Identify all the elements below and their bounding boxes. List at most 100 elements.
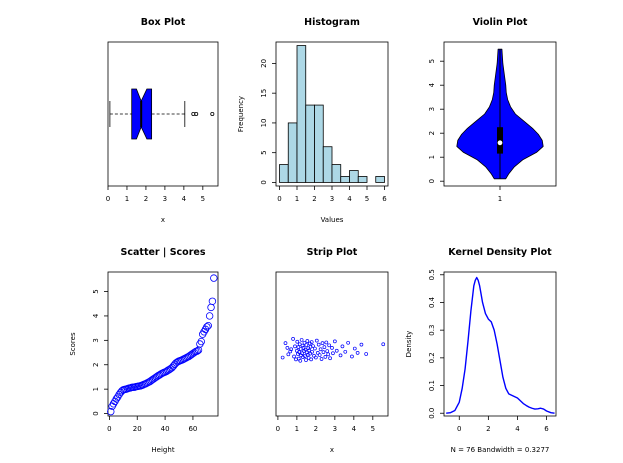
x-tick-label: 5 (201, 195, 205, 203)
density-curve (446, 276, 555, 414)
strip-point (334, 348, 339, 353)
strip-point (314, 355, 318, 360)
strip-point (381, 342, 386, 347)
strip-point (355, 351, 360, 355)
chart-title: Violin Plot (473, 17, 528, 28)
histogram-bar (349, 170, 359, 183)
y-tick-label: 0.5 (428, 269, 436, 280)
y-tick-label: 1 (428, 155, 436, 159)
y-tick-label: 3 (92, 338, 100, 342)
strip-point (312, 353, 316, 358)
y-tick-label: 1 (92, 387, 100, 391)
histogram-bar (340, 176, 350, 183)
strip-point (280, 355, 285, 360)
violin-median-point (497, 140, 503, 146)
strip-point (305, 339, 310, 343)
x-tick-label: 0 (457, 425, 461, 433)
plot-frame (107, 271, 219, 417)
x-tick-label: 0 (276, 425, 280, 433)
y-tick-label: 2 (428, 131, 436, 135)
strip-point (343, 349, 348, 354)
y-tick-label: 5 (260, 150, 268, 154)
outlier-point (210, 112, 215, 117)
y-tick-label: 4 (428, 82, 436, 87)
strip-point (300, 351, 305, 356)
scatter-point (200, 328, 208, 336)
strip-point (299, 338, 304, 342)
x-tick-label: 1 (125, 195, 129, 203)
x-tick-label: 2 (486, 425, 490, 433)
y-axis-label: Frequency (237, 96, 245, 132)
strip-point (295, 339, 300, 344)
y-tick-label: 0.4 (428, 296, 436, 308)
strip-point (328, 356, 332, 361)
strip-point (291, 336, 295, 341)
strip-point (322, 345, 327, 349)
histogram-bar (287, 122, 298, 183)
plot-frame (275, 271, 389, 417)
strip-point (316, 342, 321, 347)
x-tick-label: 3 (330, 195, 334, 203)
x-tick-label: 20 (133, 425, 142, 433)
strip-point (304, 343, 309, 347)
y-tick-label: 20 (260, 59, 268, 68)
y-tick-label: 0.2 (428, 352, 436, 363)
strip-point (323, 354, 328, 359)
strip-point (325, 349, 330, 353)
x-tick-label: 4 (182, 195, 187, 203)
panel-kernel-density-plot: Kernel Density Plot N = 76 Bandwidth = 0.… (405, 247, 557, 454)
scatter-point (198, 330, 207, 338)
strip-point (320, 341, 325, 346)
y-tick-label: 5 (428, 59, 436, 63)
strip-point (359, 342, 364, 347)
scatter-point (207, 303, 215, 312)
strip-point (340, 344, 345, 349)
chart-title: Kernel Density Plot (448, 247, 552, 258)
y-tick-label: 4 (92, 313, 100, 318)
strip-point (350, 354, 354, 359)
scatter-point (204, 321, 212, 330)
x-tick-label: 4 (352, 425, 357, 433)
y-tick-label: 15 (260, 89, 268, 98)
x-tick-label: 2 (312, 195, 316, 203)
y-tick-label: 5 (92, 289, 100, 293)
chart-title: Scatter | Scores (121, 247, 206, 258)
strip-point (286, 352, 291, 357)
plot-frame (107, 41, 219, 187)
strip-point (297, 342, 302, 347)
y-tick-label: 3 (428, 107, 436, 111)
strip-point (319, 357, 324, 361)
strip-point (309, 357, 313, 362)
scatter-point (166, 364, 175, 373)
strip-point (297, 350, 302, 355)
x-tick-label: 0 (107, 425, 111, 433)
strip-point (346, 340, 350, 345)
strip-point (289, 347, 294, 352)
strip-point (318, 347, 323, 352)
scatter-point (210, 274, 218, 282)
x-tick-label: 2 (314, 425, 318, 433)
histogram-bar (375, 176, 385, 183)
histogram-bar (296, 45, 307, 183)
strip-point (338, 353, 343, 358)
x-tick-label: 0 (277, 195, 281, 203)
strip-point (313, 346, 317, 351)
x-axis-label: Values (321, 216, 344, 224)
strip-point (326, 352, 331, 357)
strip-point (327, 343, 332, 348)
x-tick-label: 2 (144, 195, 148, 203)
x-axis-label: N = 76 Bandwidth = 0.3277 (451, 446, 550, 454)
violin-iqr-box (497, 127, 503, 154)
y-tick-label: 10 (260, 118, 268, 127)
strip-point (302, 340, 307, 345)
strip-point (321, 350, 326, 355)
strip-point (288, 349, 293, 354)
histogram-bar (331, 164, 342, 183)
x-tick-label: 5 (365, 195, 369, 203)
chart-title: Histogram (304, 17, 360, 28)
y-tick-label: 0.0 (428, 408, 436, 419)
strip-point (301, 355, 305, 360)
chart-title: Box Plot (141, 17, 186, 28)
scatter-point (203, 323, 211, 331)
